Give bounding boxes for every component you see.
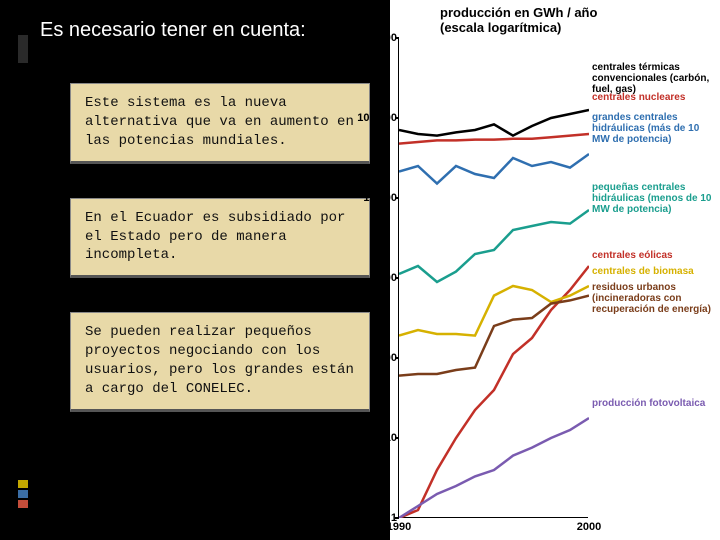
legend-item: grandes centrales hidráulicas (más de 10…	[592, 112, 716, 145]
chart-panel: producción en GWh / año (escala logarítm…	[390, 0, 720, 540]
accent-bar	[18, 35, 28, 63]
info-box-1: Este sistema es la nueva alternativa que…	[70, 83, 370, 164]
stripe-yellow	[18, 480, 28, 488]
legend-item: centrales nucleares	[592, 92, 716, 103]
ytick-label: 100.000	[357, 112, 397, 124]
series-line	[399, 154, 589, 184]
legend-item: centrales de biomasa	[592, 266, 716, 277]
chart-title: producción en GWh / año (escala logarítm…	[390, 0, 720, 38]
legend-item: centrales térmicas convencionales (carbó…	[592, 62, 716, 95]
page-title: Es necesario tener en cuenta:	[40, 18, 370, 43]
chart-lines	[399, 38, 589, 518]
xtick-label: 1990	[387, 521, 411, 533]
ytick-label: 1.000	[369, 272, 397, 284]
accent-stripes	[18, 480, 28, 510]
chart-area: 1101001.00010.000100.0001.000.0001990200…	[398, 38, 588, 518]
series-line	[399, 296, 589, 376]
chart-title-line2: (escala logarítmica)	[440, 20, 561, 35]
stripe-blue	[18, 490, 28, 498]
legend-item: producción fotovoltaica	[592, 398, 716, 409]
series-line	[399, 210, 589, 282]
legend-item: pequeñas centrales hidráulicas (menos de…	[592, 182, 716, 215]
info-box-2: En el Ecuador es subsidiado por el Estad…	[70, 198, 370, 279]
legend-item: residuos urbanos (incineradoras con recu…	[592, 282, 716, 315]
info-box-3: Se pueden realizar pequeños proyectos ne…	[70, 312, 370, 412]
xtick-label: 2000	[577, 521, 601, 533]
series-line	[399, 266, 589, 518]
legend-item: centrales eólicas	[592, 250, 716, 261]
stripe-red	[18, 500, 28, 508]
series-line	[399, 418, 589, 518]
left-panel: Es necesario tener en cuenta: Este siste…	[0, 0, 390, 540]
series-line	[399, 110, 589, 136]
ytick-label: 1.000.000	[348, 32, 397, 44]
ytick-label: 10.000	[363, 192, 397, 204]
chart-title-line1: producción en GWh / año	[440, 5, 597, 20]
